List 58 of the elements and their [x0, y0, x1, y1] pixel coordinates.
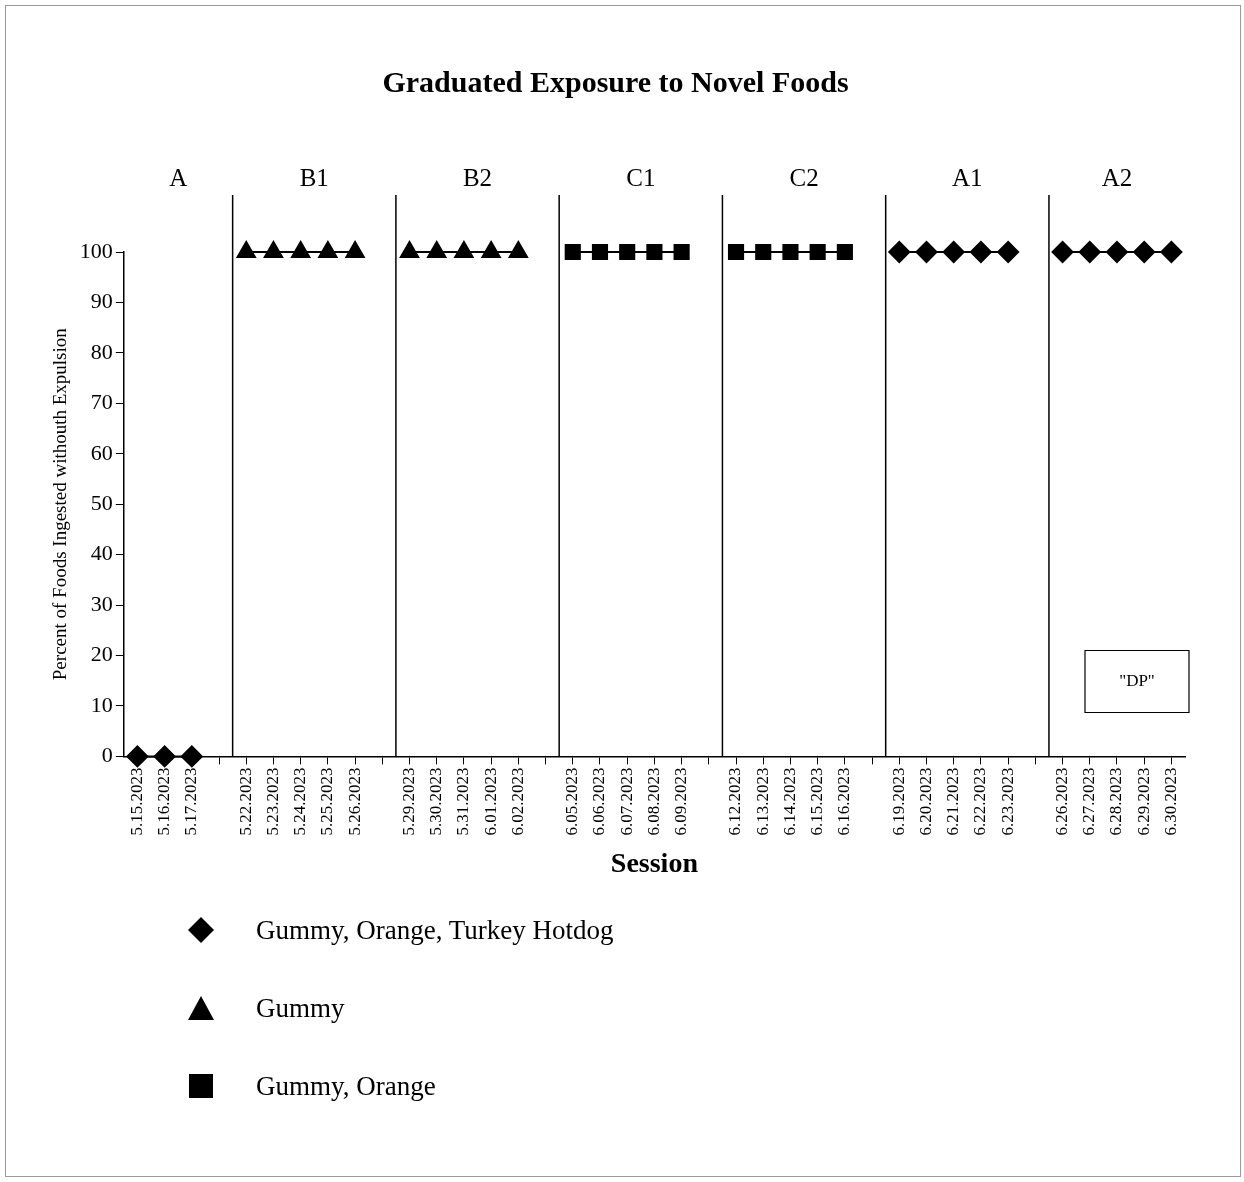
x-tick-label: 5.16.2023 — [154, 767, 174, 836]
y-tick-label: 10 — [90, 691, 113, 717]
x-tick-label: 6.13.2023 — [752, 767, 772, 836]
x-tick-label: 6.20.2023 — [915, 767, 935, 836]
x-tick-label: 6.09.2023 — [671, 767, 691, 836]
x-tick-label: 6.19.2023 — [888, 767, 908, 836]
x-tick-label: 6.23.2023 — [997, 767, 1017, 836]
y-tick-label: 30 — [90, 590, 113, 616]
legend-label: Gummy, Orange, Turkey Hotdog — [256, 914, 614, 946]
annotation: "DP" — [1119, 670, 1155, 690]
x-tick-label: 6.05.2023 — [562, 767, 582, 836]
y-tick-label: 100 — [79, 237, 113, 263]
text: C2 — [789, 163, 819, 191]
x-tick-label: 5.30.2023 — [426, 767, 446, 836]
x-tick-label: 6.30.2023 — [1160, 767, 1180, 836]
x-tick-label: 6.22.2023 — [970, 767, 990, 836]
legend-label: Gummy, Orange — [256, 1070, 436, 1102]
y-tick-label: 20 — [90, 641, 113, 667]
x-tick-label: 6.01.2023 — [480, 767, 500, 836]
x-tick-label: 6.15.2023 — [807, 767, 827, 836]
text: A2 — [1101, 163, 1133, 191]
y-tick-label: 70 — [90, 389, 113, 415]
x-tick-label: 5.17.2023 — [181, 767, 201, 836]
x-tick-label: 6.29.2023 — [1133, 767, 1153, 836]
x-tick-label: 5.25.2023 — [317, 767, 337, 836]
text: A1 — [952, 163, 983, 191]
x-tick-label: 6.07.2023 — [616, 767, 636, 836]
x-tick-label: 5.26.2023 — [344, 767, 364, 836]
text: B2 — [462, 163, 493, 191]
x-tick-label: 6.02.2023 — [507, 767, 527, 836]
x-tick-label: 6.14.2023 — [779, 767, 799, 836]
x-tick-label: 6.06.2023 — [589, 767, 609, 836]
x-tick-label: 6.16.2023 — [834, 767, 854, 836]
legend-label: Gummy — [256, 992, 345, 1024]
x-tick-label: 6.21.2023 — [943, 767, 963, 836]
x-tick-label: 6.27.2023 — [1079, 767, 1099, 836]
x-tick-label: 5.31.2023 — [453, 767, 473, 836]
x-tick-label: 6.08.2023 — [643, 767, 663, 836]
x-tick-label: 5.23.2023 — [262, 767, 282, 836]
x-tick-label: 5.22.2023 — [235, 767, 255, 836]
y-tick-label: 80 — [90, 338, 113, 364]
x-tick-label: 6.12.2023 — [725, 767, 745, 836]
x-tick-label: 6.26.2023 — [1052, 767, 1072, 836]
y-tick-label: 40 — [90, 540, 113, 566]
x-tick-label: 5.15.2023 — [126, 767, 146, 836]
y-tick-label: 0 — [101, 742, 113, 768]
y-tick-label: 50 — [90, 489, 113, 515]
x-tick-label: 5.24.2023 — [290, 767, 310, 836]
text: B1 — [299, 163, 329, 191]
y-tick-label: 60 — [90, 439, 113, 465]
x-axis-title: Session — [610, 847, 699, 879]
x-tick-label: 6.28.2023 — [1106, 767, 1126, 836]
chart-title: Graduated Exposure to Novel Foods — [382, 64, 849, 98]
y-tick-label: 90 — [90, 288, 113, 314]
x-tick-label: 5.29.2023 — [398, 767, 418, 836]
y-axis-title: Percent of Foods Ingested withouth Expulsion — [49, 327, 71, 681]
text: A — [169, 163, 188, 191]
text: C1 — [626, 163, 656, 191]
